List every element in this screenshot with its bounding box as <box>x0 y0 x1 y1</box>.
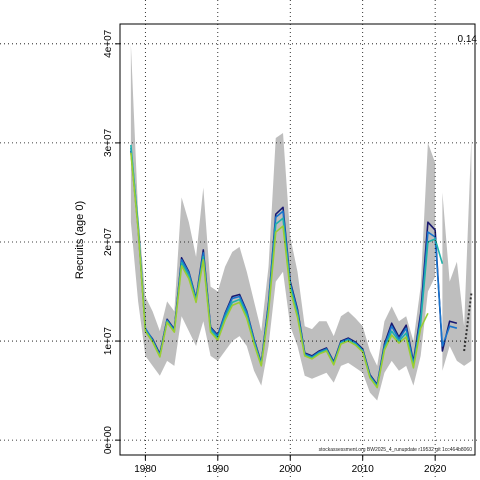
y-axis-title: Recruits (age 0) <box>74 201 86 279</box>
plot-frame <box>119 23 476 456</box>
series-line-4 <box>130 152 429 389</box>
plot-area <box>130 43 473 401</box>
y-tick-label: 2e+07 <box>103 227 114 256</box>
x-tick-label: 1990 <box>207 464 230 475</box>
x-tick-label: 1980 <box>134 464 157 475</box>
y-tick-label: 0e+00 <box>103 426 114 455</box>
y-tick-label: 3e+07 <box>103 128 114 157</box>
source-note: stockassessment.org BW2025_4_runupdate r… <box>319 447 473 453</box>
y-tick-label: 4e+07 <box>103 29 114 58</box>
y-tick-label: 1e+07 <box>103 327 114 356</box>
x-tick-label: 2000 <box>279 464 302 475</box>
annotation-value: 0.14 <box>458 34 478 45</box>
forecast-band <box>442 137 472 371</box>
x-tick-label: 2010 <box>352 464 375 475</box>
x-tick-label: 2020 <box>424 464 447 475</box>
axes: 1980 1990 2000 2010 2020 0e+00 1e+07 2e+07 3e+07… <box>103 29 447 475</box>
forecast-line <box>463 293 473 352</box>
